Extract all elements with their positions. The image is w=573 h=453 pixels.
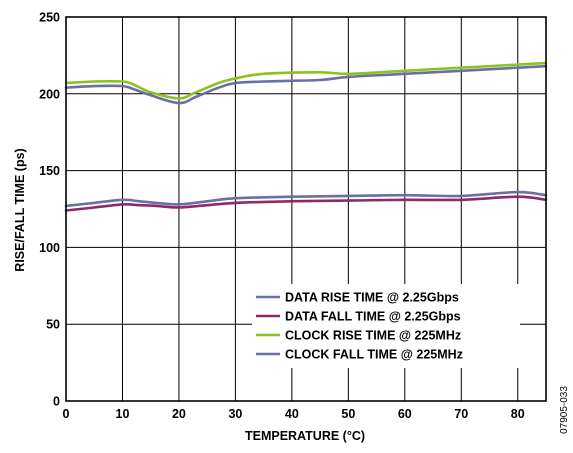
legend-label: DATA FALL TIME @ 2.25Gbps <box>285 310 461 324</box>
y-tick-label: 200 <box>39 87 60 101</box>
data-fall-time-line <box>64 195 548 212</box>
y-tick-label: 250 <box>39 11 60 25</box>
plot-frame <box>65 16 547 402</box>
y-tick-label: 150 <box>39 164 60 178</box>
legend-label: DATA RISE TIME @ 2.25Gbps <box>285 291 459 305</box>
tick-labels: 0 10 20 30 40 50 60 70 80 0 50 100 150 200 250 <box>39 11 525 422</box>
plot-series <box>64 61 548 212</box>
legend-item-data-fall: DATA FALL TIME @ 2.25Gbps <box>256 310 461 324</box>
legend-label: CLOCK RISE TIME @ 225MHz <box>285 329 461 343</box>
y-tick-label: 50 <box>46 318 60 332</box>
clock-fall-time-line <box>64 64 548 105</box>
x-tick-label: 50 <box>341 407 355 421</box>
x-tick-label: 80 <box>511 407 525 421</box>
x-tick-label: 70 <box>454 407 468 421</box>
x-tick-label: 20 <box>172 407 186 421</box>
legend: DATA RISE TIME @ 2.25Gbps DATA FALL TIME … <box>252 284 520 368</box>
x-tick-label: 60 <box>398 407 412 421</box>
x-tick-label: 10 <box>116 407 130 421</box>
legend-box <box>252 284 520 368</box>
clock-rise-time-line <box>64 61 548 100</box>
x-tick-label: 40 <box>285 407 299 421</box>
legend-item-clock-fall: CLOCK FALL TIME @ 225MHz <box>256 348 463 362</box>
data-rise-time-line <box>64 190 548 208</box>
legend-item-data-rise: DATA RISE TIME @ 2.25Gbps <box>256 291 459 305</box>
x-axis-title: TEMPERATURE (°C) <box>245 429 365 443</box>
legend-item-clock-rise: CLOCK RISE TIME @ 225MHz <box>256 329 461 343</box>
legend-label: CLOCK FALL TIME @ 225MHz <box>285 348 463 362</box>
y-tick-label: 100 <box>39 241 60 255</box>
x-tick-label: 0 <box>63 407 70 421</box>
figure-id-label: 07905-033 <box>559 386 570 434</box>
grid <box>65 16 546 402</box>
y-tick-label: 0 <box>53 395 60 409</box>
y-axis-title: RISE/FALL TIME (ps) <box>13 148 27 271</box>
x-tick-label: 30 <box>228 407 242 421</box>
